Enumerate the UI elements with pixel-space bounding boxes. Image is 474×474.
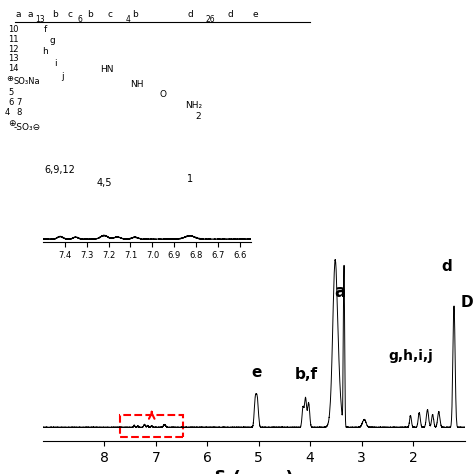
Text: g,h,i,j: g,h,i,j xyxy=(388,349,433,363)
Text: e: e xyxy=(251,365,261,380)
Text: 26: 26 xyxy=(205,15,215,24)
Text: 2: 2 xyxy=(195,112,201,121)
Text: i: i xyxy=(54,59,56,68)
Text: 1: 1 xyxy=(187,174,193,184)
Text: h: h xyxy=(42,47,48,56)
Text: 13: 13 xyxy=(35,15,45,24)
Text: d: d xyxy=(441,259,452,274)
Text: 6: 6 xyxy=(78,15,82,24)
Text: b: b xyxy=(132,9,138,18)
Text: j: j xyxy=(61,73,64,82)
Text: 6: 6 xyxy=(8,98,13,107)
Text: NH: NH xyxy=(130,80,144,89)
Text: 4,5: 4,5 xyxy=(96,178,112,188)
Text: 4: 4 xyxy=(5,109,10,118)
Text: c: c xyxy=(108,9,112,18)
Text: d: d xyxy=(187,9,193,18)
Text: 14: 14 xyxy=(8,64,18,73)
X-axis label: δ (ppm): δ (ppm) xyxy=(214,470,293,474)
Text: O: O xyxy=(160,91,167,100)
Text: 13: 13 xyxy=(8,55,18,64)
Text: g: g xyxy=(49,36,55,46)
Text: f: f xyxy=(44,26,46,35)
Text: 7: 7 xyxy=(16,98,21,107)
Text: DMSO-: DMSO- xyxy=(460,294,474,310)
Text: b: b xyxy=(52,9,58,18)
Text: 12: 12 xyxy=(8,45,18,54)
Text: a: a xyxy=(27,9,33,18)
Text: a: a xyxy=(335,283,346,301)
Text: b,f: b,f xyxy=(294,367,318,382)
Text: 5: 5 xyxy=(8,88,13,97)
Text: SO₃Na: SO₃Na xyxy=(14,77,41,86)
Text: 10: 10 xyxy=(8,26,18,35)
Text: a: a xyxy=(15,9,21,18)
Text: -SO₃⊖: -SO₃⊖ xyxy=(14,123,41,132)
Text: 11: 11 xyxy=(8,35,18,44)
Text: c: c xyxy=(67,9,73,18)
Text: HN: HN xyxy=(100,65,113,74)
Text: e: e xyxy=(252,9,258,18)
Text: ⊕: ⊕ xyxy=(6,74,13,83)
Text: ⊕: ⊕ xyxy=(8,119,16,128)
Text: NH₂: NH₂ xyxy=(185,101,202,110)
Text: 4: 4 xyxy=(126,15,130,24)
Text: 8: 8 xyxy=(16,109,21,118)
Text: 6,9,12: 6,9,12 xyxy=(45,165,76,175)
Text: d: d xyxy=(227,9,233,18)
Text: b: b xyxy=(87,9,93,18)
